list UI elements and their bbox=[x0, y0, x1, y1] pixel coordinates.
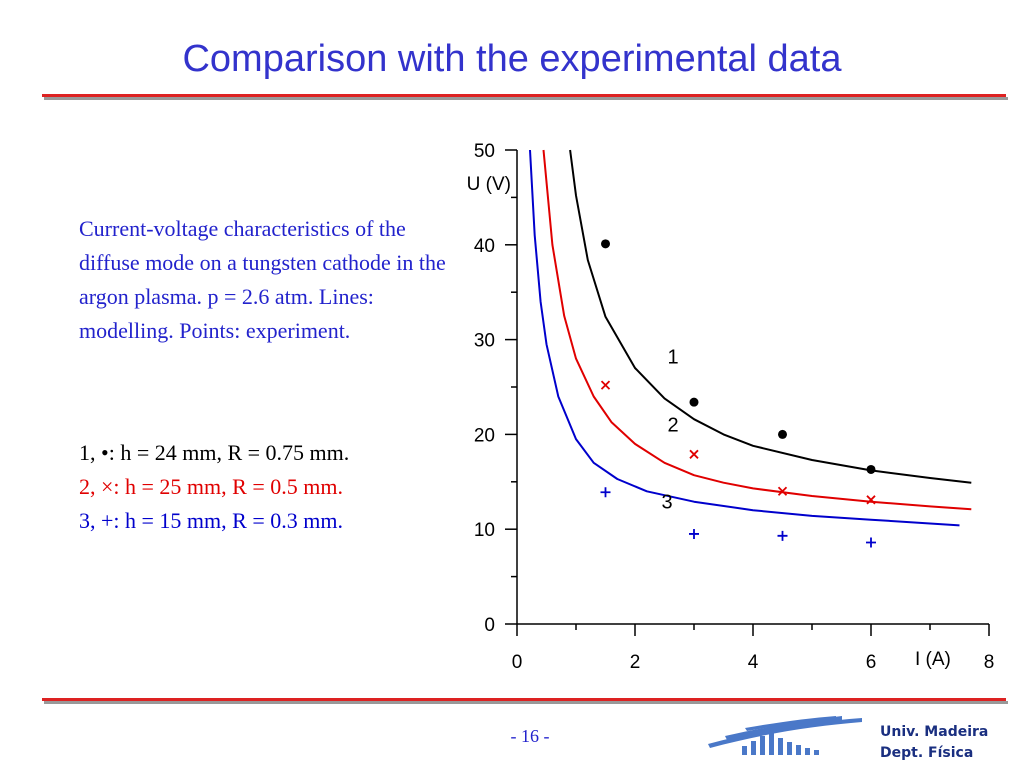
title-rule bbox=[42, 94, 1006, 97]
curve-label-1: 1 bbox=[667, 346, 678, 368]
y-tick-label: 40 bbox=[474, 236, 495, 257]
y-tick-label: 0 bbox=[484, 615, 495, 636]
series-1-point bbox=[689, 397, 699, 407]
legend-item-1: 1, •: h = 24 mm, R = 0.75 mm. bbox=[79, 440, 350, 465]
series-1-point bbox=[866, 464, 876, 474]
x-tick-label: 4 bbox=[748, 652, 759, 673]
institution-line-1: Univ. Madeira bbox=[880, 724, 989, 740]
series-2-line bbox=[542, 149, 972, 511]
curve-label-2: 2 bbox=[667, 415, 678, 437]
institution-name: Univ. Madeira Dept. Física bbox=[880, 722, 988, 764]
series-1-point bbox=[601, 239, 610, 249]
slide-title: Comparison with the experimental data bbox=[182, 38, 842, 80]
y-axis-label: U (V) bbox=[467, 174, 511, 195]
series-3-point bbox=[777, 530, 788, 541]
chart-description: Current-voltage characteristics of the d… bbox=[79, 216, 446, 343]
footer-rule-shadow bbox=[44, 701, 1008, 704]
series-3-point bbox=[866, 537, 876, 548]
series-legend: 1, •: h = 24 mm, R = 0.75 mm. 2, ×: h = … bbox=[79, 436, 459, 538]
x-tick-label: 2 bbox=[630, 652, 641, 673]
legend-item-2: 2, ×: h = 25 mm, R = 0.5 mm. bbox=[79, 474, 343, 499]
series-2-point bbox=[600, 380, 611, 390]
series-2-point bbox=[689, 449, 699, 459]
series-3-point bbox=[600, 487, 611, 498]
footer-rule bbox=[42, 698, 1006, 701]
x-tick-label: 8 bbox=[984, 652, 995, 673]
page-number: - 16 - bbox=[510, 726, 550, 746]
title-rule-shadow bbox=[44, 97, 1008, 100]
x-tick-label: 6 bbox=[866, 652, 877, 673]
y-tick-label: 50 bbox=[474, 141, 495, 162]
series-2-point bbox=[777, 486, 788, 496]
y-tick-label: 10 bbox=[474, 520, 495, 541]
y-tick-label: 20 bbox=[474, 425, 495, 446]
series-3-line bbox=[529, 149, 960, 527]
series-1-point bbox=[778, 429, 787, 439]
curve-label-3: 3 bbox=[662, 491, 673, 513]
institution-line-2: Dept. Física bbox=[880, 745, 974, 761]
series-2-point bbox=[866, 495, 876, 505]
y-tick-label: 30 bbox=[474, 331, 495, 352]
x-axis-label: I (A) bbox=[915, 649, 951, 670]
legend-item-3: 3, +: h = 15 mm, R = 0.3 mm. bbox=[79, 508, 343, 533]
series-3-point bbox=[689, 528, 699, 539]
x-tick-label: 0 bbox=[512, 652, 523, 673]
